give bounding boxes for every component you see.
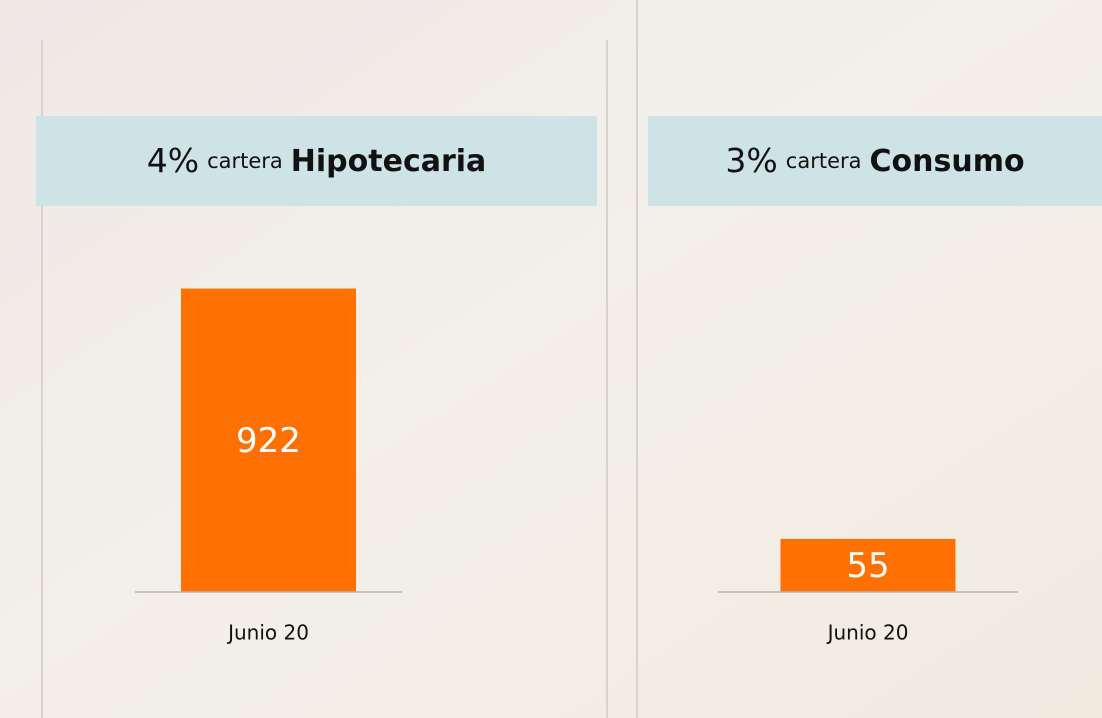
slide: 4% cartera Hipotecaria 922 Junio 20 3% cartera… xyxy=(0,0,1102,718)
x-tick-label: Junio 20 xyxy=(226,621,309,645)
title-segment: Hipotecaria xyxy=(291,144,487,179)
chart-title: 3% cartera Consumo xyxy=(725,141,1024,180)
value-label: 55 xyxy=(846,546,889,586)
chart-title: 4% cartera Hipotecaria xyxy=(147,141,487,180)
title-segment: Consumo xyxy=(870,144,1025,179)
background-veil xyxy=(0,0,1102,718)
title-percent: 4% xyxy=(147,141,199,180)
title-label: cartera xyxy=(786,149,862,173)
value-label: 922 xyxy=(236,421,301,461)
title-percent: 3% xyxy=(725,141,777,180)
title-label: cartera xyxy=(207,149,283,173)
x-tick-label: Junio 20 xyxy=(826,621,909,645)
